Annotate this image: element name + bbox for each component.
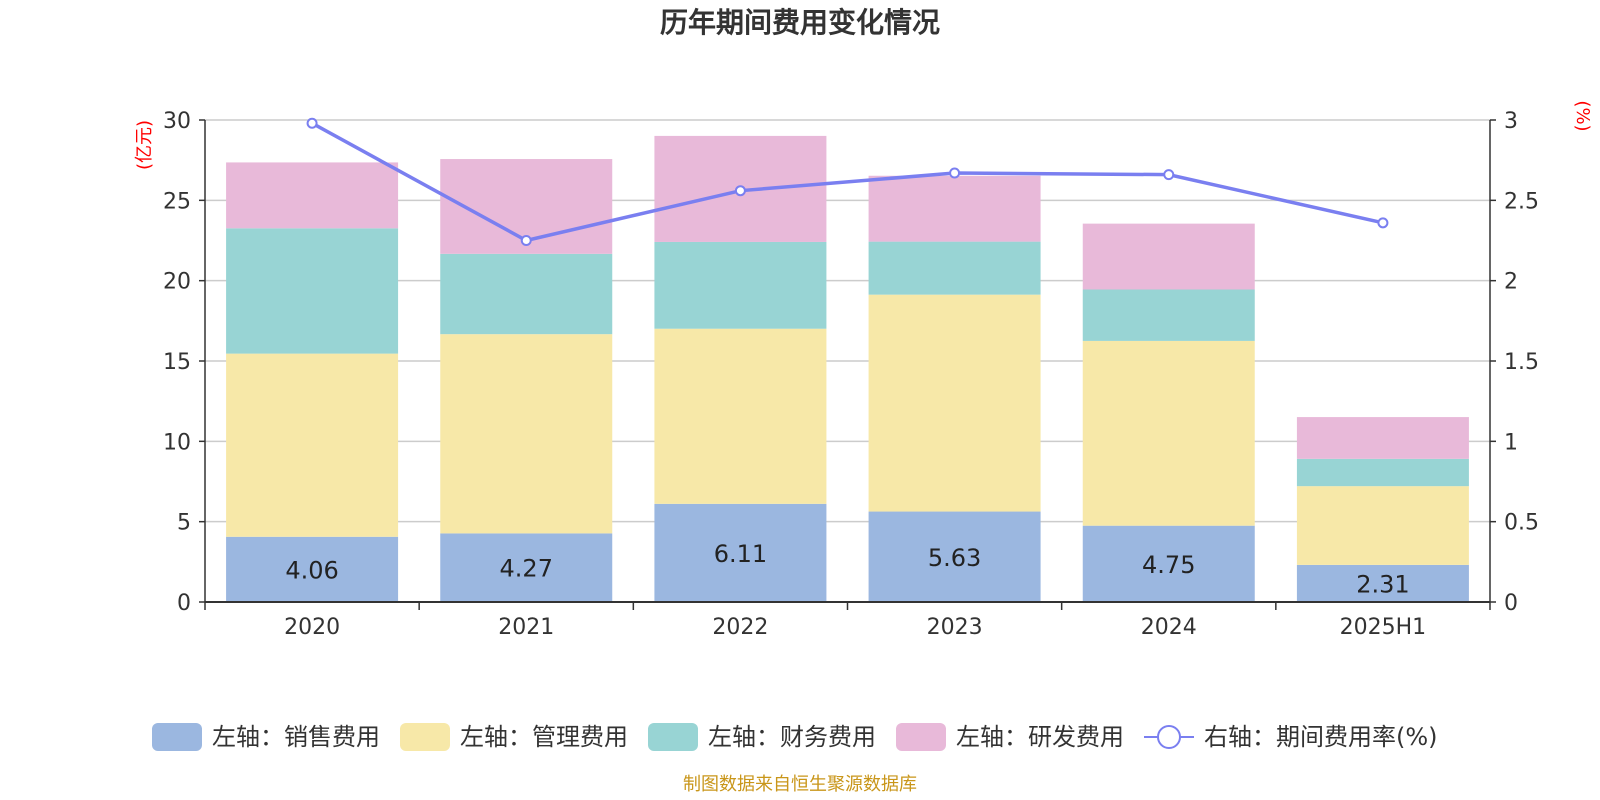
right-axis-tick-label: 1: [1504, 430, 1518, 455]
bar-segment-3: [868, 241, 1041, 295]
rate-line-point: [1377, 217, 1389, 229]
bar-value-label: 6.11: [714, 540, 767, 568]
left-axis-tick-label: 0: [177, 591, 191, 616]
bar-segment-2: [440, 334, 613, 534]
bar-segment-2: [1082, 340, 1255, 526]
bar-segment-1: [654, 503, 827, 602]
x-axis-tick-label: 2021: [498, 615, 554, 640]
chart-title: 历年期间费用变化情况: [660, 6, 940, 39]
right-axis-tick-label: 0: [1504, 591, 1518, 616]
bar-segment-1: [440, 533, 613, 602]
bar-segment-1: [1082, 525, 1255, 602]
right-axis-tick-label: 3: [1504, 109, 1518, 134]
x-axis-tick-label: 2022: [712, 615, 768, 640]
left-axis-tick-label: 25: [163, 189, 191, 214]
x-axis-tick-label: 2020: [284, 615, 340, 640]
axes: 0 5 10 15 20 25 30 0 0.5 1 1.5 2 2.5 3 2020 2021 2022 202…: [163, 109, 1539, 640]
bar-segment-1: [1296, 564, 1469, 602]
x-axis-tick-label: 2024: [1141, 615, 1197, 640]
x-axis-tick-label: 2023: [927, 615, 983, 640]
bar-segment-3: [1082, 289, 1255, 341]
bar-segment-2: [654, 328, 827, 504]
bar-value-label: 4.27: [500, 555, 553, 583]
rate-line-path: [311, 121, 1384, 243]
left-axis-tick-label: 20: [163, 270, 191, 295]
data-labels: 4.06 4.27 6.11 5.63 4.75 2.31: [285, 540, 1409, 599]
bar-segment-3: [1296, 458, 1469, 487]
legend-label: 左轴：财务费用: [708, 723, 876, 751]
bar-segment-4: [1082, 223, 1255, 290]
left-axis-unit: (亿元): [134, 120, 155, 170]
bar-segment-4: [868, 175, 1041, 242]
right-axis-tick-label: 0.5: [1504, 511, 1539, 536]
x-axis-tick-label: 2025H1: [1340, 615, 1427, 640]
bar-segment-2: [1296, 486, 1469, 565]
grid: [205, 119, 1490, 523]
source-note: 制图数据来自恒生聚源数据库: [683, 774, 917, 795]
right-axis-tick-label: 2: [1504, 270, 1518, 295]
legend-label: 左轴：管理费用: [460, 723, 628, 751]
bar-value-label: 4.75: [1142, 551, 1195, 579]
left-axis-tick-label: 30: [163, 109, 191, 134]
rate-line-point: [520, 235, 532, 246]
right-axis-tick-label: 2.5: [1504, 189, 1539, 214]
bar-value-label: 2.31: [1356, 570, 1409, 598]
bar-value-label: 4.06: [285, 556, 338, 584]
legend-label: 左轴：销售费用: [212, 723, 380, 751]
rate-line-point: [306, 117, 318, 129]
rate-line-point: [1163, 169, 1175, 181]
right-axis-tick-label: 1.5: [1504, 350, 1539, 375]
bar-segment-2: [226, 353, 399, 537]
rate-line: [306, 117, 1389, 246]
legend-swatch-marker: [1157, 725, 1181, 749]
bar-value-label: 5.63: [928, 544, 981, 572]
bar-segment-2: [868, 294, 1041, 512]
bar-segment-1: [226, 536, 399, 602]
left-axis-tick-label: 15: [163, 350, 191, 375]
legend-swatch-3: [648, 723, 698, 751]
left-axis-tick-label: 10: [163, 430, 191, 455]
bar-segment-3: [226, 228, 399, 354]
right-axis-unit: (%): [1572, 100, 1593, 131]
bar-segment-4: [226, 162, 399, 229]
bar-segment-3: [654, 241, 827, 329]
left-axis-tick-label: 5: [177, 511, 191, 536]
legend-swatch-1: [152, 723, 202, 751]
bar-segment-3: [440, 253, 613, 335]
bar-segment-4: [1296, 417, 1469, 459]
legend: 左轴：销售费用 左轴：管理费用 左轴：财务费用 左轴：研发费用 右轴：期间费用率(%): [152, 723, 1438, 751]
rate-line-point: [734, 185, 746, 197]
bar-segment-1: [868, 511, 1041, 602]
legend-swatch-2: [400, 723, 450, 751]
bars: [226, 135, 1469, 602]
legend-label: 右轴：期间费用率(%): [1204, 723, 1438, 751]
legend-label: 左轴：研发费用: [956, 723, 1124, 751]
rate-line-point: [949, 167, 961, 179]
legend-swatch-4: [896, 723, 946, 751]
